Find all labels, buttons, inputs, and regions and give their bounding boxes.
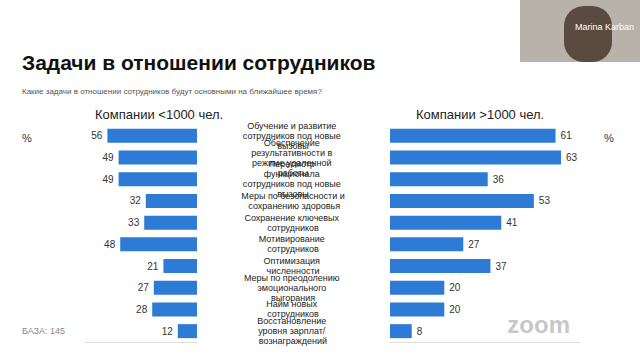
svg-text:48: 48 xyxy=(104,239,116,250)
svg-text:сотрудников: сотрудников xyxy=(267,223,319,233)
svg-text:режиме удаленной: режиме удаленной xyxy=(252,157,334,168)
svg-text:Меры по преодолению: Меры по преодолению xyxy=(244,273,342,283)
svg-text:результативности в: результативности в xyxy=(251,148,335,158)
svg-text:37: 37 xyxy=(495,261,507,272)
svg-text:53: 53 xyxy=(539,195,551,206)
svg-text:20: 20 xyxy=(449,282,461,293)
svg-text:Marina Karban: Marina Karban xyxy=(575,22,634,32)
svg-text:выгорания: выгорания xyxy=(270,292,316,303)
svg-text:21: 21 xyxy=(147,261,159,272)
svg-text:36: 36 xyxy=(493,174,505,185)
svg-text:Найм новых: Найм новых xyxy=(266,299,319,309)
svg-text:%: % xyxy=(604,132,614,144)
svg-text:уровня зарплат/: уровня зарплат/ xyxy=(258,326,328,336)
svg-text:сотрудников: сотрудников xyxy=(267,244,319,254)
svg-text:56: 56 xyxy=(91,130,103,141)
svg-text:27: 27 xyxy=(138,282,150,293)
svg-text:БАЗА: 145: БАЗА: 145 xyxy=(22,326,65,336)
svg-text:Компании >1000 чел.: Компании >1000 чел. xyxy=(416,107,544,122)
svg-text:Задачи в отношении сотрудников: Задачи в отношении сотрудников xyxy=(22,51,376,74)
svg-text:Пересмотр: Пересмотр xyxy=(269,159,318,169)
svg-text:Сохранение ключевых: Сохранение ключевых xyxy=(244,213,341,223)
svg-text:%: % xyxy=(22,132,32,144)
svg-text:сохранению здоровья: сохранению здоровья xyxy=(246,201,340,211)
svg-text:Мотивирование: Мотивирование xyxy=(259,234,328,244)
svg-text:Какие задачи в отношении сотру: Какие задачи в отношении сотрудников буд… xyxy=(22,87,322,96)
svg-text:сотрудников под новые: сотрудников под новые xyxy=(243,179,343,189)
svg-text:61: 61 xyxy=(561,130,573,141)
svg-text:численности: численности xyxy=(266,266,320,276)
svg-text:вознаграждений: вознаграждений xyxy=(259,336,327,346)
svg-text:сотрудников: сотрудников xyxy=(267,309,319,320)
svg-text:эмоционального: эмоционального xyxy=(257,283,328,293)
svg-text:zoom: zoom xyxy=(507,311,570,338)
svg-text:Обеспечение: Обеспечение xyxy=(264,138,322,148)
svg-text:41: 41 xyxy=(506,217,518,228)
svg-text:49: 49 xyxy=(102,152,114,163)
svg-text:63: 63 xyxy=(566,152,578,163)
svg-text:27: 27 xyxy=(468,239,480,250)
svg-text:Оптимизация: Оптимизация xyxy=(264,256,323,266)
svg-text:12: 12 xyxy=(162,326,174,337)
svg-text:Компании <1000 чел.: Компании <1000 чел. xyxy=(95,107,223,122)
svg-text:33: 33 xyxy=(128,217,140,228)
svg-text:8: 8 xyxy=(417,326,423,337)
svg-text:32: 32 xyxy=(130,195,142,206)
svg-text:функционала: функционала xyxy=(264,169,323,179)
svg-text:Восстановление: Восстановление xyxy=(257,316,328,326)
svg-text:сотрудников под новые: сотрудников под новые xyxy=(242,130,344,141)
svg-text:28: 28 xyxy=(136,304,148,315)
svg-text:Меры по безопасности и: Меры по безопасности и xyxy=(241,191,344,201)
svg-text:Обучение и развитие: Обучение и развитие xyxy=(247,121,339,131)
svg-text:49: 49 xyxy=(102,174,114,185)
svg-text:20: 20 xyxy=(449,304,461,315)
